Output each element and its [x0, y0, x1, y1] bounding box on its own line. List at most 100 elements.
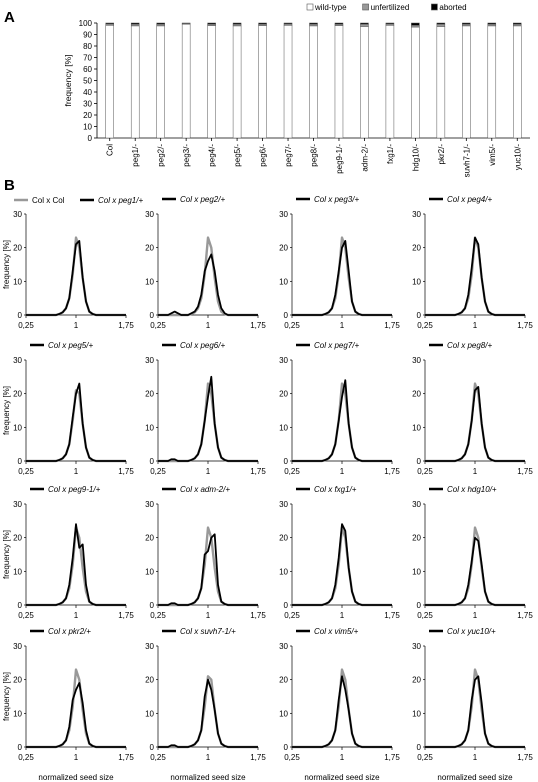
subplot-title: Col x pkr2/+	[48, 627, 91, 636]
series-line-col-x-peg1	[26, 239, 126, 316]
bar-segment-aborted	[156, 22, 165, 25]
subplot-col-x-pkr2: Col x pkr2/+ 0 10 20 30 0,25 1 1,75 frequency [%…	[2, 627, 134, 782]
x-tick-label: 1,75	[517, 611, 533, 620]
y-tick-label: 30	[279, 642, 288, 651]
bar-segment-wild-type	[130, 25, 140, 139]
panel-b-label: B	[4, 177, 15, 194]
subplot-title: Col x fxg1/+	[314, 485, 357, 494]
legend-label-aborted: aborted	[439, 3, 466, 12]
y-tick-label: 50	[83, 77, 92, 86]
x-tick-label: 1,75	[118, 753, 134, 762]
x-tick-label: 1	[74, 321, 79, 330]
y-tick-label: 20	[145, 534, 154, 543]
series-line-col-x-peg3	[292, 239, 392, 316]
y-tick-label: 20	[145, 390, 154, 399]
y-tick-label: 10	[13, 709, 22, 718]
x-tick-label: peg6/-	[259, 144, 268, 167]
bar-segment-wild-type	[181, 23, 191, 139]
series-line-col-x-hdg10	[425, 536, 525, 606]
x-tick-label: yuc10/-	[513, 144, 522, 171]
series-line-col-x-fxg1	[292, 523, 392, 606]
subplot-col-x-fxg1: Col x fxg1/+ 0 10 20 30 0,25 1 1,75	[279, 485, 400, 620]
legend-label-col-x-col: Col x Col	[32, 196, 65, 205]
y-tick-label: 20	[412, 676, 421, 685]
y-tick-label: 10	[412, 423, 421, 432]
subplot-title: Col x peg8/+	[447, 341, 492, 350]
x-tick-label: peg1/-	[131, 144, 140, 167]
bar-segment-aborted	[411, 22, 420, 26]
series-line-col-x-peg2	[158, 253, 258, 316]
bar-segment-aborted	[105, 22, 114, 25]
x-tick-label: 0,25	[150, 611, 166, 620]
y-tick-label: 30	[13, 210, 22, 219]
bar-segment-aborted	[487, 22, 497, 25]
x-tick-label: 1	[340, 753, 345, 762]
y-tick-label: 10	[145, 709, 154, 718]
bar-segment-unfertilized	[156, 23, 165, 27]
subplot-col-x-hdg10: Col x hdg10/+ 0 10 20 30 0,25 1 1,75	[412, 485, 533, 620]
bar-segment-unfertilized	[411, 25, 420, 28]
legend-label-unfertilized: unfertilized	[371, 3, 410, 12]
x-tick-label: 0,25	[284, 753, 300, 762]
bar-segment-unfertilized	[462, 23, 471, 27]
bar-segment-wild-type	[207, 25, 216, 139]
bar-segment-wild-type	[360, 26, 369, 139]
x-tick-label: 1	[473, 321, 478, 330]
x-tick-label: fxg1/-	[386, 144, 395, 164]
series-line-col-x-peg4	[425, 236, 525, 316]
x-tick-label: 0,25	[18, 611, 34, 620]
x-tick-label: 0,25	[417, 321, 433, 330]
y-tick-label: 10	[279, 423, 288, 432]
x-tick-label: 1,75	[250, 321, 266, 330]
y-tick-label: 90	[83, 31, 92, 40]
x-tick-label: 1	[340, 321, 345, 330]
series-line-col-x-peg6	[158, 375, 258, 462]
bar-segment-aborted	[462, 22, 471, 25]
y-tick-label: 60	[83, 65, 92, 74]
subplot-title: Col x yuc10/+	[447, 627, 496, 636]
y-tick-label: 0	[150, 743, 155, 752]
subplot-title: Col x peg6/+	[180, 341, 225, 350]
y-tick-label: 0	[18, 457, 23, 466]
subplot-title: Col x peg4/+	[447, 195, 492, 204]
y-tick-label: 10	[13, 277, 22, 286]
legend-swatch-wild-type	[306, 3, 314, 11]
subplot-col-x-adm-2: Col x adm-2/+ 0 10 20 30 0,25 1 1,75	[145, 485, 266, 620]
x-tick-label: 0,25	[18, 321, 34, 330]
bar-segment-wild-type	[462, 25, 471, 139]
y-tick-label: 30	[13, 500, 22, 509]
x-tick-label: 0,25	[150, 321, 166, 330]
bar-segment-aborted	[207, 22, 216, 25]
x-tick-label: 1	[473, 611, 478, 620]
y-axis-title: frequency [%]	[63, 55, 73, 107]
x-tick-label: 0,25	[417, 611, 433, 620]
x-tick-label: 1	[206, 611, 211, 620]
series-line-col-x-col	[425, 236, 525, 317]
y-tick-label: 30	[412, 642, 421, 651]
x-tick-label: peg8/-	[310, 144, 319, 167]
series-line-col-x-col	[26, 668, 126, 749]
y-tick-label: 0	[284, 743, 289, 752]
subplot-col-x-peg4: Col x peg4/+ 0 10 20 30 0,25 1 1,75	[412, 195, 533, 330]
subplot-col-x-suvh7-1: Col x suvh7-1/+ 0 10 20 30 0,25 1 1,75 normalize…	[145, 627, 266, 782]
y-tick-label: 30	[412, 210, 421, 219]
x-tick-label: 1,75	[118, 321, 134, 330]
y-tick-label: 0	[18, 743, 23, 752]
x-tick-label: 0,25	[284, 611, 300, 620]
bar-segment-wild-type	[283, 25, 293, 139]
x-tick-label: 0,25	[284, 321, 300, 330]
x-axis-title: normalized seed size	[170, 773, 246, 782]
y-tick-label: 10	[83, 123, 92, 132]
y-axis-title: frequency [%]	[2, 530, 11, 579]
legend-swatch-unfertilized	[362, 3, 369, 11]
subplot-title: Col x suvh7-1/+	[180, 627, 236, 636]
bar-segment-aborted	[513, 22, 522, 25]
x-tick-label: 0,25	[417, 753, 433, 762]
y-tick-label: 10	[13, 567, 22, 576]
y-tick-label: 0	[284, 457, 289, 466]
series-line-col-x-peg5	[26, 382, 126, 462]
x-tick-label: peg4/-	[208, 144, 217, 167]
series-line-col-x-peg8	[425, 385, 525, 462]
